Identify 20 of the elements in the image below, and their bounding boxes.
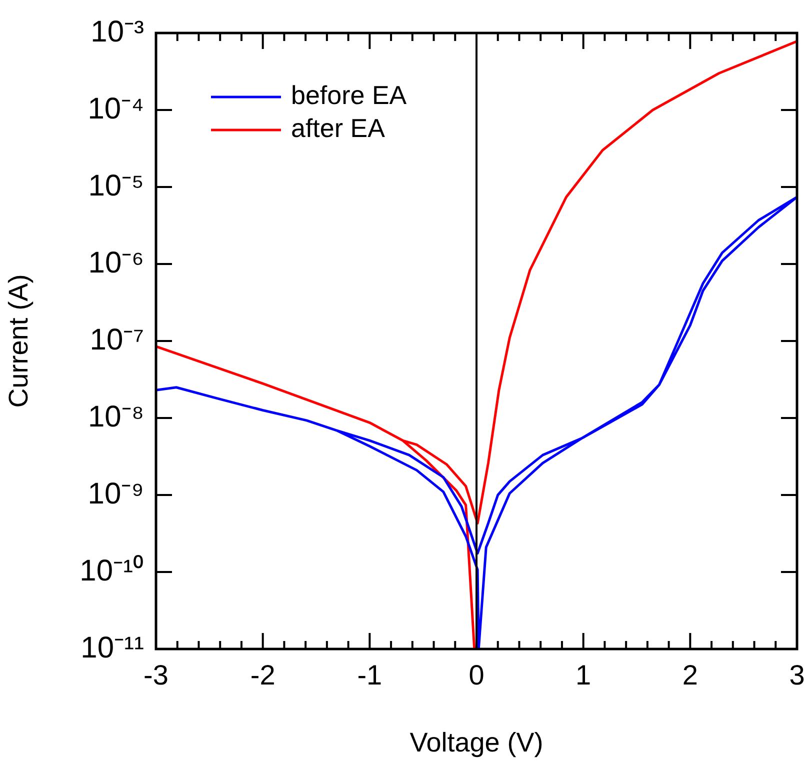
- legend-label: after EA: [291, 113, 386, 144]
- x-tick-label: 2: [682, 660, 698, 691]
- x-tick-label: -3: [144, 660, 168, 691]
- y-tick-label: 10⁻¹¹: [80, 631, 144, 664]
- y-tick-label: 10⁻¹⁰: [80, 554, 144, 588]
- legend-label: before EA: [291, 80, 408, 110]
- y-tick-label: 10⁻⁹: [88, 477, 144, 510]
- y-tick-label: 10⁻⁴: [88, 92, 144, 126]
- y-axis-title: Current (A): [4, 274, 34, 408]
- x-axis-title: Voltage (V): [410, 727, 544, 758]
- y-tick-label: 10⁻³: [90, 15, 144, 48]
- x-tick-label: 1: [576, 660, 592, 691]
- x-tick-label: -2: [250, 660, 276, 691]
- x-tick-label: 3: [789, 660, 805, 691]
- x-tick-label: 0: [468, 660, 484, 691]
- y-tick-label: 10⁻⁸: [88, 400, 144, 434]
- x-tick-label: -1: [357, 660, 382, 691]
- y-tick-label: 10⁻⁶: [88, 246, 144, 280]
- y-tick-label: 10⁻⁵: [88, 169, 144, 202]
- y-tick-label: 10⁻⁷: [90, 323, 144, 356]
